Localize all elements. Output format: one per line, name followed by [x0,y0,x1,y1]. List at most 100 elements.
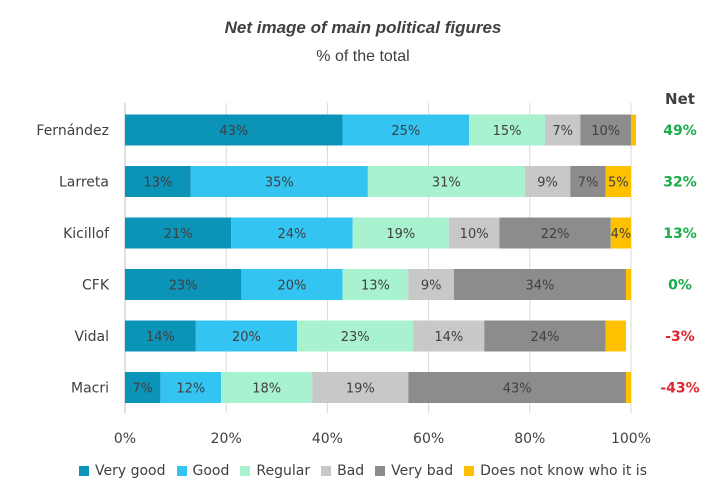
chart-subtitle: % of the total [316,48,410,65]
bar-segment [160,372,222,403]
data-label: 15% [493,124,522,139]
data-label: 35% [265,176,294,191]
data-label: 31% [432,176,461,191]
data-label: 5% [608,176,629,191]
legend-swatch [79,466,89,476]
data-label: 7% [552,124,573,139]
category-label: Larreta [59,175,109,191]
data-label: 43% [219,124,248,139]
bar-segment [625,269,631,300]
category-label: Fernández [36,123,109,139]
stacked-bar-chart: 0% 20% 40% 60% 80% 100% Net Fernández 43% 25% 15% 7… [36,90,699,447]
category-label: Vidal [74,329,109,345]
bar-segment [221,372,313,403]
net-value: 0% [668,278,692,294]
bar-segment [570,166,606,197]
legend-item: Regular [240,463,310,479]
bar-segment [524,166,571,197]
category-label: Macri [71,381,109,397]
data-label: 34% [525,279,554,294]
net-value: -3% [665,329,695,345]
data-label: 14% [434,330,463,345]
legend-item: Bad [321,463,364,479]
bar-segment [190,166,368,197]
bar-segment [605,166,631,197]
data-label: 4% [611,227,632,242]
data-label: 20% [278,279,307,294]
bar-segment [352,217,449,249]
bar-segment [231,217,353,249]
data-label: 23% [169,279,198,294]
net-value: 32% [663,175,697,191]
data-label: 10% [460,227,489,242]
x-tick-label: 0% [114,431,136,447]
data-label: 23% [341,330,370,345]
chart-legend: Very good Good Regular Bad Very bad Does not … [0,463,726,479]
legend-item: Good [176,463,230,479]
bar-segment [125,114,343,146]
bar-segment [408,269,454,300]
bar-segment [453,269,626,300]
data-label: 9% [537,176,558,191]
legend-swatch [375,466,386,476]
x-tick-label: 20% [211,431,242,447]
data-label: 19% [346,382,375,397]
legend-swatch [464,466,475,476]
x-tick-label: 100% [611,431,651,447]
bar-segment [544,114,581,146]
x-tick-label: 40% [312,431,343,447]
bar-segment [195,320,298,352]
bar-segment [499,217,611,249]
bar-segment [484,320,606,352]
data-label: 13% [361,279,390,294]
category-label: CFK [82,278,110,294]
legend-item: Very good [79,463,166,479]
net-header: Net [665,90,695,108]
data-label: 19% [386,227,415,242]
bar-segment [610,217,631,249]
data-label: 14% [146,330,175,345]
category-label: Kicillof [63,226,110,242]
bar-segment [125,217,232,249]
bar-segment [297,320,414,352]
bar-segment [580,114,631,146]
data-label: 24% [531,330,560,345]
legend-label: Regular [256,463,311,479]
data-label: 24% [278,227,307,242]
legend-item: Very bad [375,463,453,479]
data-label: 25% [391,124,420,139]
data-label: 20% [232,330,261,345]
bar-segment [125,320,196,352]
legend-swatch [176,466,187,476]
legend-label: Good [192,463,230,479]
bar-segment [625,372,631,403]
legend-item: Does not know who it is [464,463,647,479]
net-value: -43% [660,381,699,397]
net-value: 13% [663,226,697,242]
bar-segment [408,372,626,403]
data-label: 22% [541,227,570,242]
bar-segment [448,217,500,249]
chart-title: Net image of main political figures [224,18,502,37]
bar-segment [241,269,343,300]
data-label: 9% [421,279,442,294]
x-tick-label: 60% [413,431,444,447]
data-label: 18% [252,382,281,397]
bar-segment [125,166,191,197]
legend-label: Very good [95,463,166,479]
bar-segment [605,320,626,352]
data-label: 7% [578,176,599,191]
bar-segment [413,320,485,352]
data-label: 10% [591,124,620,139]
bar-segment [367,166,525,197]
legend-swatch [321,466,332,476]
data-label: 12% [176,382,205,397]
data-label: 43% [503,382,532,397]
data-label: 21% [164,227,193,242]
bar-segment [342,114,470,146]
bar-segment [631,114,637,146]
data-label: 7% [132,382,153,397]
bar-segment [125,269,242,300]
x-tick-label: 80% [514,431,545,447]
legend-label: Very bad [391,463,454,479]
